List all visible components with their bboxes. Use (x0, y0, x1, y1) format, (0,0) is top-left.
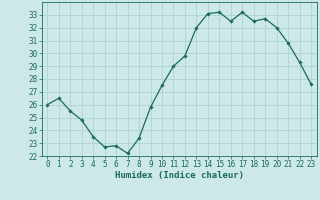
X-axis label: Humidex (Indice chaleur): Humidex (Indice chaleur) (115, 171, 244, 180)
